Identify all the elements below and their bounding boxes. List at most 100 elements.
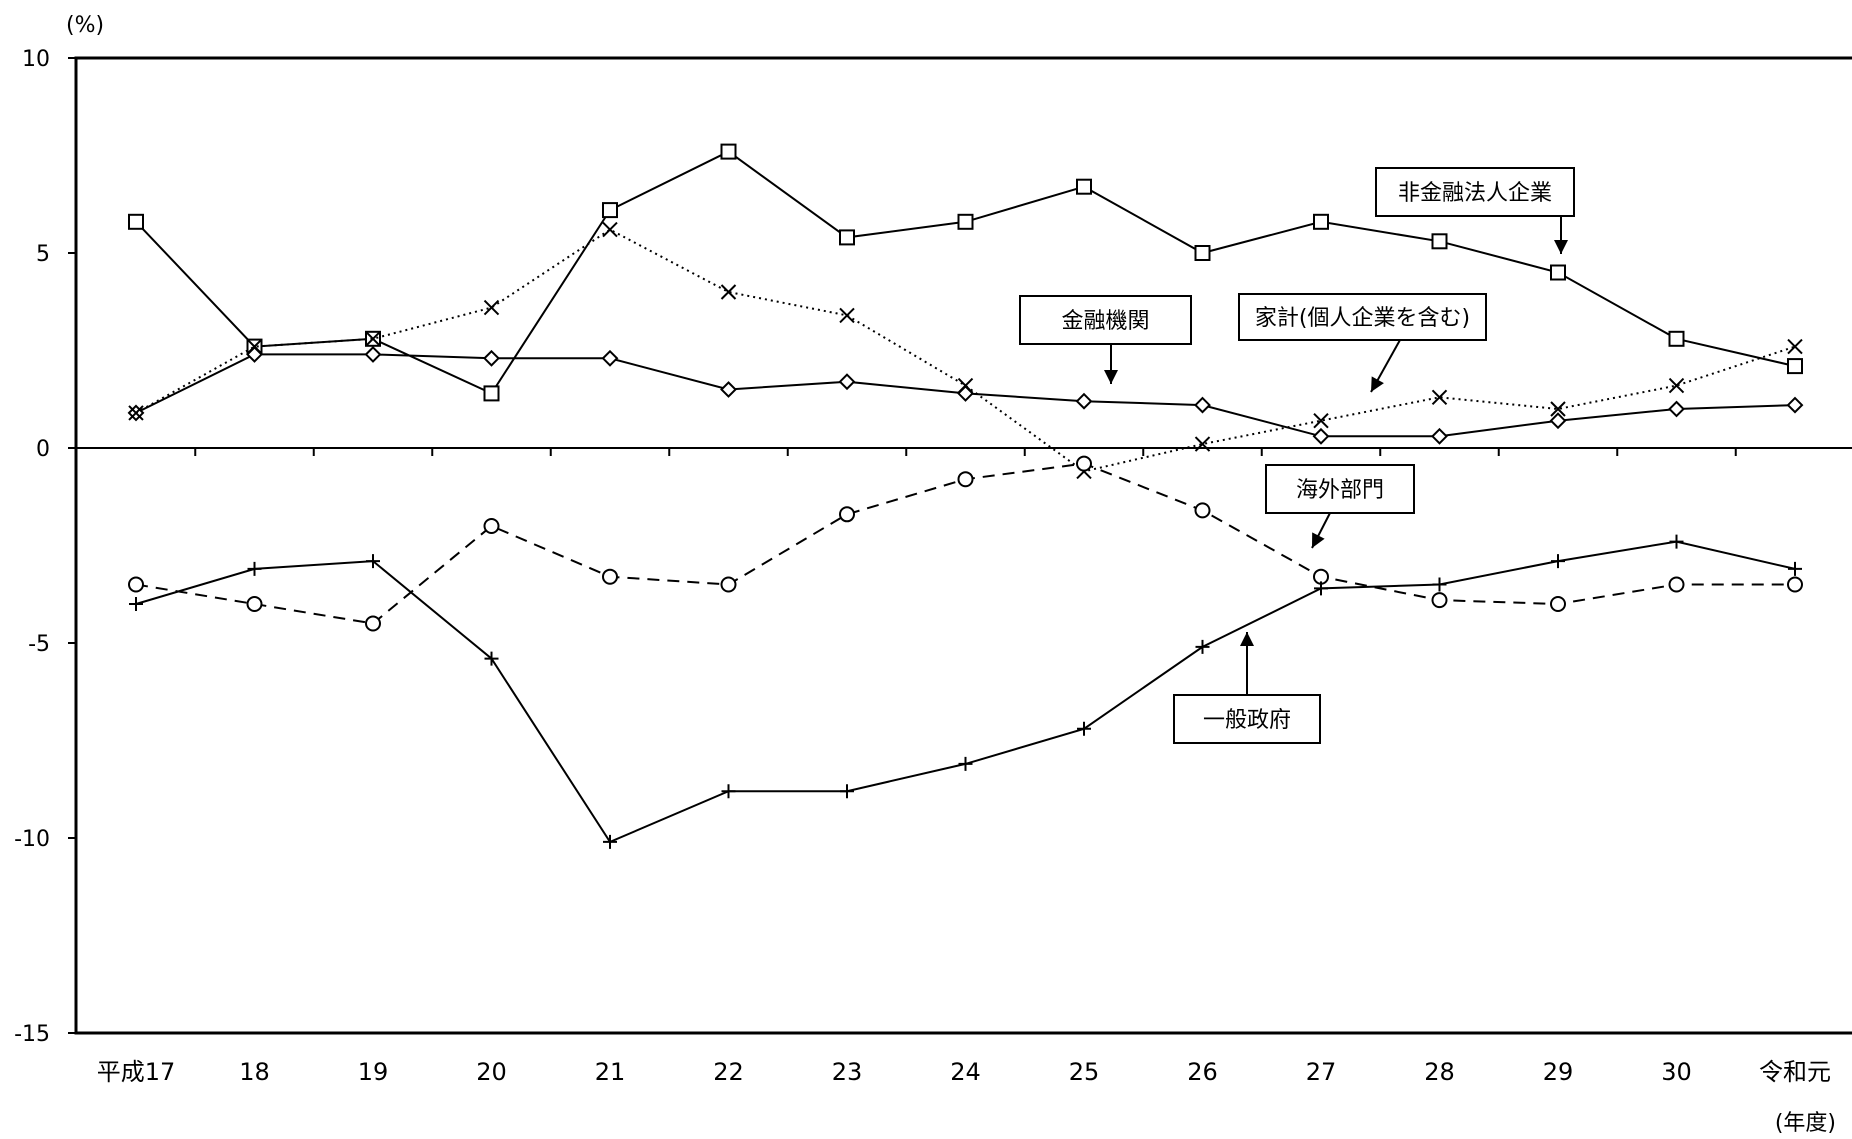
- y-tick-label: 0: [36, 437, 50, 462]
- data-point-circle: [1550, 596, 1566, 612]
- data-point-square: [1550, 264, 1566, 281]
- data-point-diamond: [1312, 427, 1330, 445]
- x-tick-label: 26: [1187, 1058, 1218, 1086]
- series-line: [135, 540, 1796, 844]
- x-tick-label: 18: [239, 1058, 270, 1086]
- data-point-square: [1194, 245, 1211, 261]
- data-point-square: [720, 143, 737, 160]
- data-point-plus: [1195, 639, 1210, 654]
- data-point-x: [128, 405, 144, 421]
- data-point-square: [128, 213, 144, 230]
- x-tick-label: 23: [832, 1058, 863, 1086]
- x-tick-label: 24: [950, 1058, 981, 1086]
- data-point-square: [1787, 358, 1803, 375]
- data-point-circle: [720, 576, 737, 593]
- callout-box: [1265, 464, 1415, 514]
- callout-label: 家計(個人企業を含む): [1255, 306, 1470, 331]
- callout-arrow-head: [1371, 376, 1384, 392]
- data-point-plus: [484, 651, 499, 666]
- series-circle: [128, 455, 1803, 632]
- x-tick-label: 25: [1069, 1058, 1100, 1086]
- callout: 家計(個人企業を含む): [1238, 293, 1487, 393]
- x-tick-label: 19: [358, 1058, 389, 1086]
- data-point-x: [246, 338, 263, 355]
- data-point-diamond: [1549, 412, 1567, 430]
- data-point-circle: [1668, 576, 1685, 593]
- data-point-square: [957, 213, 974, 230]
- data-point-x: [1550, 401, 1566, 417]
- data-point-circle: [128, 576, 144, 593]
- data-point-diamond: [1668, 400, 1685, 418]
- data-point-x: [957, 377, 974, 394]
- data-point-x: [1431, 389, 1448, 406]
- data-point-plus: [1077, 721, 1091, 736]
- series-diamond: [127, 345, 1804, 445]
- data-point-x: [720, 284, 737, 300]
- data-point-circle: [246, 596, 263, 612]
- y-tick-label: 10: [22, 47, 50, 72]
- data-point-diamond: [957, 384, 974, 402]
- data-point-plus: [1432, 577, 1447, 592]
- data-point-circle: [602, 568, 618, 585]
- y-tick-label: -15: [14, 1022, 50, 1047]
- data-point-x: [1194, 436, 1211, 452]
- data-point-diamond: [1075, 392, 1093, 410]
- series-layer: [127, 143, 1804, 849]
- data-point-diamond: [1786, 396, 1804, 414]
- data-point-square: [1313, 213, 1329, 230]
- data-point-diamond: [720, 381, 737, 398]
- data-point-circle: [1431, 592, 1448, 609]
- data-point-x: [483, 299, 500, 316]
- data-point-diamond: [838, 373, 856, 391]
- axes: 10 5 0 -5 -10 -15 平成17 18 19 20 21 22 23 24 25 26 27 28 29…: [14, 47, 1852, 1086]
- callout: 非金融法人企業: [1375, 167, 1575, 254]
- x-tick-label: 29: [1543, 1058, 1574, 1086]
- data-point-plus: [1314, 581, 1328, 596]
- data-point-square: [839, 229, 855, 246]
- data-point-plus: [840, 784, 854, 799]
- x-tick-label: 27: [1306, 1058, 1337, 1086]
- callout-arrow-head: [1554, 240, 1568, 254]
- x-unit-label: (年度): [1775, 1111, 1836, 1136]
- data-point-plus: [958, 756, 973, 771]
- data-point-plus: [603, 834, 617, 849]
- y-tick-label: 5: [36, 242, 50, 267]
- data-point-x: [602, 221, 618, 238]
- data-point-circle: [365, 615, 381, 632]
- data-point-x: [1787, 338, 1803, 355]
- data-point-plus: [366, 554, 380, 569]
- series-plus: [129, 534, 1802, 849]
- x-tick-label: 平成17: [97, 1058, 176, 1086]
- data-point-diamond: [364, 345, 382, 363]
- callout-arrow-head: [1312, 532, 1325, 548]
- callout: 一般政府: [1173, 632, 1321, 744]
- data-point-diamond: [483, 349, 500, 367]
- series-square: [128, 143, 1803, 402]
- data-point-circle: [957, 471, 974, 488]
- data-point-diamond: [1431, 427, 1448, 445]
- data-point-square: [1668, 330, 1685, 347]
- callout-arrow-head: [1104, 370, 1118, 384]
- data-point-x: [1313, 412, 1329, 429]
- series-line: [135, 228, 1796, 473]
- data-point-square: [483, 385, 500, 402]
- callout: 海外部門: [1265, 464, 1415, 549]
- data-point-plus: [721, 784, 736, 799]
- data-point-circle: [1787, 576, 1803, 593]
- callout-label: 一般政府: [1203, 708, 1291, 733]
- plot-frame: [74, 56, 1852, 1035]
- data-point-x: [365, 331, 381, 347]
- data-point-plus: [247, 561, 262, 576]
- data-point-circle: [483, 518, 500, 534]
- y-tick-label: -10: [14, 827, 50, 852]
- data-point-circle: [839, 506, 855, 523]
- callout-arrow-head: [1240, 632, 1254, 646]
- data-point-square: [1076, 178, 1092, 195]
- x-tick-label: 22: [713, 1058, 744, 1086]
- series-line: [135, 462, 1795, 625]
- callout-box: [1375, 167, 1575, 217]
- callout-label: 非金融法人企業: [1398, 181, 1552, 206]
- series-x: [128, 221, 1803, 480]
